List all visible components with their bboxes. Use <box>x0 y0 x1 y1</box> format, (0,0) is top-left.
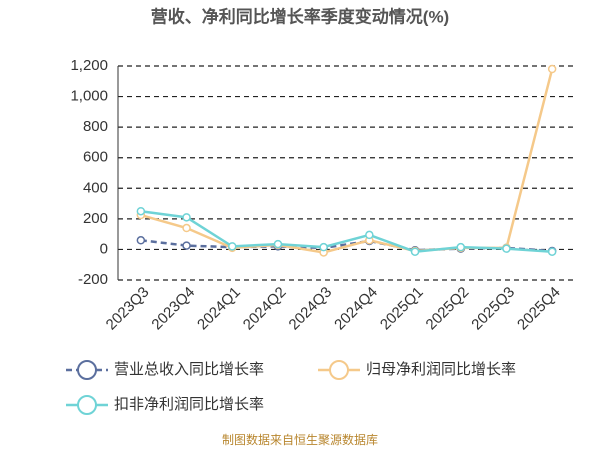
point <box>547 64 557 74</box>
y-tick-label: -200 <box>78 271 108 288</box>
y-tick-label: 1,000 <box>70 88 108 105</box>
y-tick-label: 0 <box>100 240 108 257</box>
x-tick-label: 2024Q4 <box>331 284 381 334</box>
point <box>182 213 191 222</box>
point <box>365 230 374 240</box>
x-tick-label: 2025Q4 <box>514 284 564 334</box>
point <box>136 236 146 245</box>
series-line <box>140 209 553 253</box>
source-note: 制图数据来自恒生聚源数据库 <box>222 432 378 447</box>
legend-label: 营业总收入同比增长率 <box>114 361 264 378</box>
legend-marker <box>329 360 349 380</box>
point <box>228 242 237 251</box>
y-tick-label: 800 <box>83 118 108 135</box>
point <box>502 244 511 253</box>
y-tick-label: 200 <box>83 210 108 227</box>
legend-label: 归母净利润同比增长率 <box>366 361 516 378</box>
x-tick-label: 2025Q3 <box>468 284 518 334</box>
point <box>547 247 557 256</box>
y-tick-label: 400 <box>83 179 108 196</box>
point <box>273 239 283 249</box>
point <box>456 242 465 252</box>
point <box>182 223 191 233</box>
legend-marker <box>77 360 97 380</box>
x-tick-label: 2024Q3 <box>286 284 336 334</box>
x-tick-label: 2023Q4 <box>148 284 198 334</box>
legend-label: 扣非净利润同比增长率 <box>114 396 264 413</box>
y-tick-label: 600 <box>83 149 108 166</box>
x-tick-label: 2025Q1 <box>377 284 427 334</box>
point <box>319 242 328 252</box>
chart-title: 营收、净利同比增长率季度变动情况(%) <box>151 6 449 26</box>
point <box>182 241 191 250</box>
x-tick-label: 2023Q3 <box>103 284 153 334</box>
x-tick-label: 2024Q2 <box>240 284 290 334</box>
legend-marker <box>77 395 97 415</box>
point <box>136 206 146 216</box>
x-tick-label: 2024Q1 <box>194 284 244 334</box>
x-tick-label: 2025Q2 <box>423 284 473 334</box>
point <box>410 247 420 256</box>
y-tick-label: 1,200 <box>70 57 108 74</box>
